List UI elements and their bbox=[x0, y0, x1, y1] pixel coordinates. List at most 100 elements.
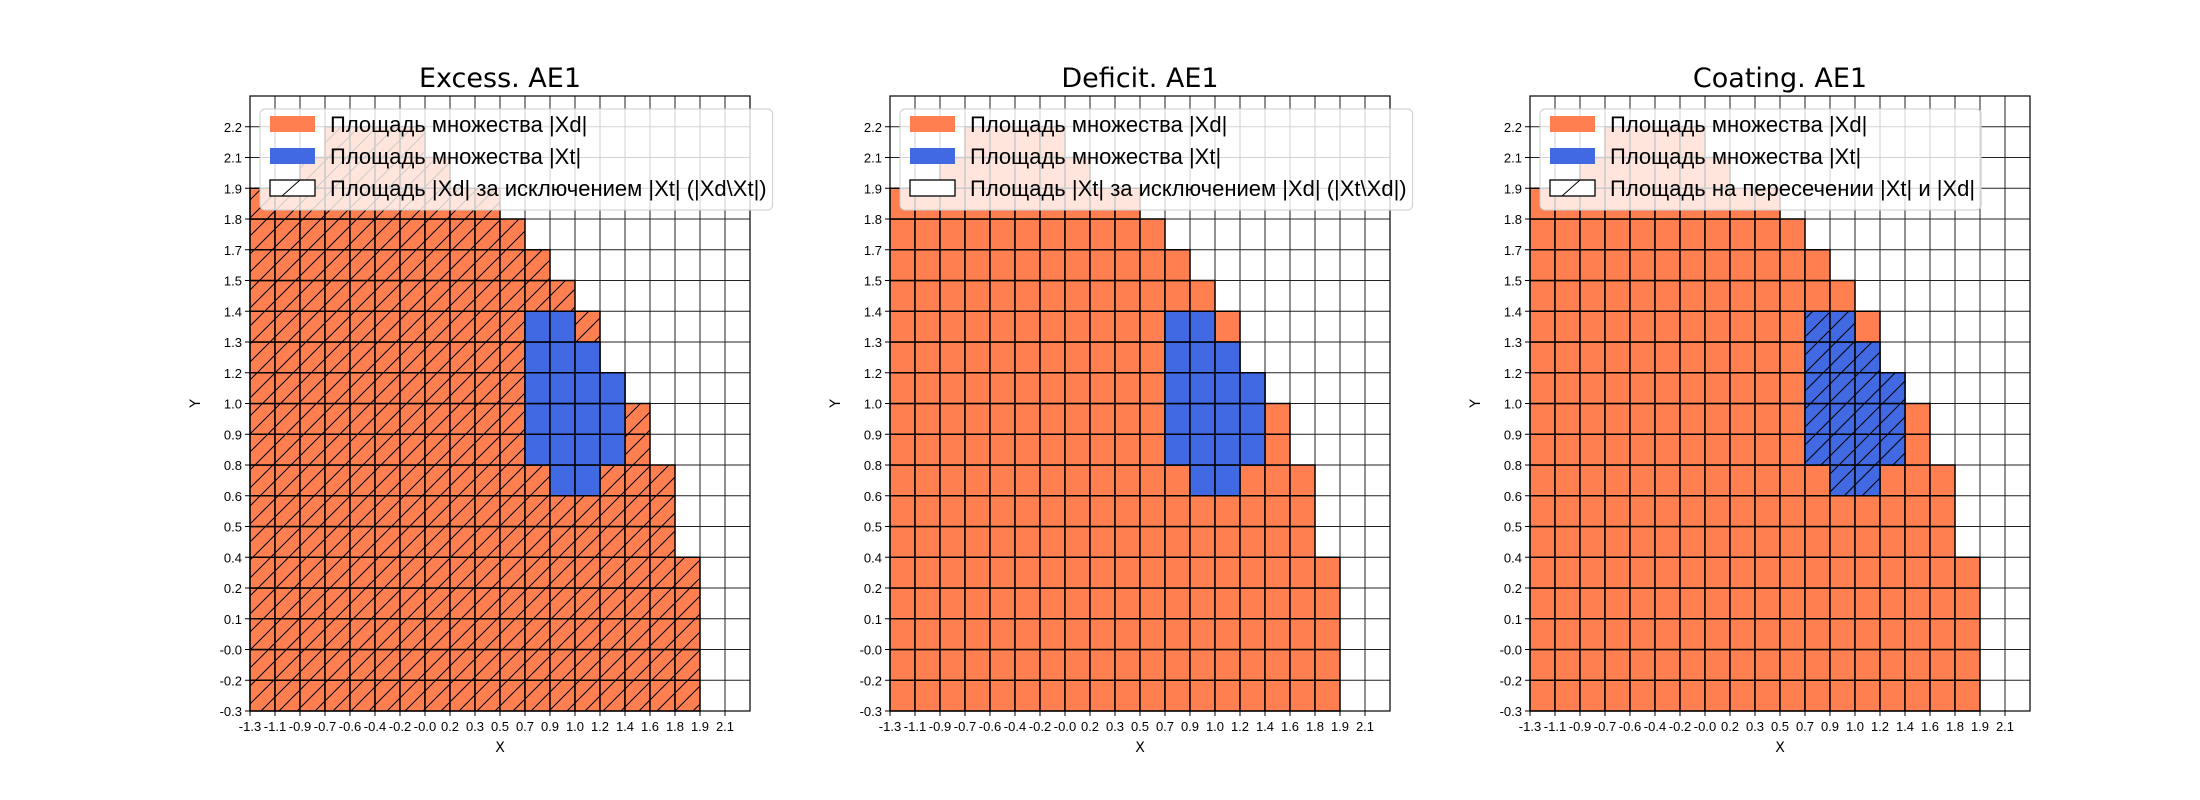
xd-cell bbox=[1729, 587, 1756, 620]
xd-cell bbox=[1064, 372, 1091, 405]
xd-cell bbox=[1289, 525, 1316, 558]
xd-cell bbox=[1064, 249, 1091, 282]
xd-cell bbox=[1114, 433, 1141, 466]
hatch-overlay bbox=[625, 588, 650, 619]
xd-cell bbox=[1654, 618, 1681, 651]
hatch-overlay bbox=[675, 557, 700, 588]
xd-cell bbox=[1579, 402, 1606, 435]
xd-cell bbox=[1604, 618, 1631, 651]
hatch-overlay bbox=[575, 311, 600, 342]
legend: Площадь множества |Xd| Площадь множества … bbox=[1539, 108, 1982, 211]
xd-cell bbox=[1654, 648, 1681, 681]
hatch-overlay bbox=[1855, 372, 1880, 404]
hatch-overlay bbox=[550, 495, 575, 527]
xd-cell bbox=[1754, 464, 1781, 497]
xd-cell bbox=[1779, 587, 1806, 620]
xd-cell bbox=[1904, 618, 1931, 651]
xd-cell bbox=[1064, 556, 1091, 589]
y-tick-label: 1.9 bbox=[224, 181, 242, 196]
xd-cell bbox=[1829, 648, 1856, 681]
xd-cell bbox=[1114, 556, 1141, 589]
xd-cell bbox=[1114, 525, 1141, 558]
xd-cell bbox=[1854, 679, 1881, 712]
xd-cell bbox=[889, 556, 916, 589]
x-tick-label: 0.9 bbox=[1181, 719, 1199, 734]
xd-cell bbox=[1579, 433, 1606, 466]
xd-cell bbox=[1164, 249, 1191, 282]
xd-cell bbox=[1854, 310, 1881, 343]
xd-cell bbox=[1904, 525, 1931, 558]
y-tick-label: 0.6 bbox=[1504, 489, 1522, 504]
hatch-overlay bbox=[600, 526, 625, 558]
xd-cell bbox=[1529, 372, 1556, 405]
x-tick-label: 0.7 bbox=[516, 719, 534, 734]
x-tick-label: -0.2 bbox=[1669, 719, 1691, 734]
xd-cell bbox=[1729, 495, 1756, 528]
xd-cell bbox=[1089, 341, 1116, 374]
xd-cell bbox=[1654, 279, 1681, 312]
xd-cell bbox=[1604, 525, 1631, 558]
xd-cell bbox=[1164, 525, 1191, 558]
y-tick-label: 1.2 bbox=[864, 366, 882, 381]
xd-cell bbox=[1829, 279, 1856, 312]
xd-cell bbox=[1579, 249, 1606, 282]
hatch-overlay bbox=[475, 249, 500, 281]
xd-cell bbox=[1654, 402, 1681, 435]
xt-cell bbox=[1164, 372, 1191, 405]
hatch-overlay bbox=[500, 219, 525, 250]
xd-cell bbox=[889, 648, 916, 681]
hatch-overlay bbox=[375, 526, 400, 558]
xt-cell bbox=[549, 464, 576, 497]
xd-cell bbox=[1654, 433, 1681, 466]
xd-cell bbox=[1064, 679, 1091, 712]
hatch-overlay bbox=[300, 434, 325, 465]
x-tick-label: 1.6 bbox=[1921, 719, 1939, 734]
y-tick-label: -0.2 bbox=[860, 673, 882, 688]
xd-cell bbox=[1529, 402, 1556, 435]
xd-cell bbox=[1089, 587, 1116, 620]
xd-cell bbox=[1604, 402, 1631, 435]
xd-cell bbox=[1264, 525, 1291, 558]
x-tick-label: -1.3 bbox=[239, 719, 261, 734]
xd-cell bbox=[1954, 679, 1981, 712]
hatch-overlay bbox=[625, 465, 650, 496]
y-tick-label: -0.0 bbox=[860, 643, 882, 658]
hatch-overlay bbox=[625, 495, 650, 527]
hatch-overlay bbox=[1855, 403, 1880, 435]
xd-cell bbox=[1804, 249, 1831, 282]
xd-cell bbox=[1629, 218, 1656, 251]
y-tick-label: -0.0 bbox=[220, 643, 242, 658]
xd-cell bbox=[1804, 525, 1831, 558]
hatch-overlay bbox=[375, 649, 400, 681]
xd-cell bbox=[1314, 556, 1341, 589]
hatch-overlay bbox=[425, 649, 450, 681]
xd-cell bbox=[1064, 433, 1091, 466]
xd-cell bbox=[1629, 310, 1656, 343]
xd-cell bbox=[1679, 341, 1706, 374]
x-tick-label: 1.0 bbox=[1846, 719, 1864, 734]
hatch-overlay bbox=[325, 526, 350, 558]
hatch-overlay bbox=[1855, 465, 1880, 496]
xd-cell bbox=[1679, 525, 1706, 558]
hatch-overlay bbox=[375, 618, 400, 650]
xd-cell bbox=[1114, 218, 1141, 251]
xd-cell bbox=[1529, 648, 1556, 681]
hatch-overlay bbox=[400, 342, 425, 373]
xd-cell bbox=[1014, 495, 1041, 528]
hatch-overlay bbox=[375, 311, 400, 342]
xd-cell bbox=[989, 218, 1016, 251]
xd-cell bbox=[1804, 587, 1831, 620]
hatch-overlay bbox=[275, 680, 300, 711]
hatch-overlay bbox=[525, 495, 550, 527]
hatch-overlay bbox=[400, 495, 425, 527]
xd-cell bbox=[1779, 372, 1806, 405]
xt-cell bbox=[1239, 372, 1266, 405]
xd-cell bbox=[964, 679, 991, 712]
xd-cell bbox=[1779, 341, 1806, 374]
xd-cell bbox=[1139, 402, 1166, 435]
hatch-overlay bbox=[600, 618, 625, 650]
xd-cell bbox=[1704, 679, 1731, 712]
hatch-overlay bbox=[300, 680, 325, 711]
xt-cell bbox=[524, 372, 551, 405]
